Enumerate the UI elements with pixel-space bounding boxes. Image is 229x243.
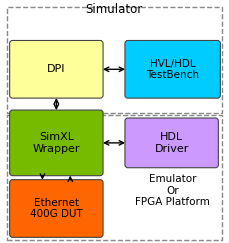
Text: Simulator: Simulator [85, 3, 143, 16]
Text: Emulator
Or
FPGA Platform: Emulator Or FPGA Platform [135, 174, 210, 207]
Text: Ethernet
400G DUT: Ethernet 400G DUT [30, 198, 83, 219]
Text: DPI: DPI [47, 64, 65, 74]
FancyBboxPatch shape [10, 110, 103, 176]
Text: HDL
Driver: HDL Driver [155, 132, 189, 154]
Text: HVL/HDL
TestBench: HVL/HDL TestBench [146, 59, 199, 80]
FancyBboxPatch shape [125, 118, 218, 168]
FancyBboxPatch shape [10, 180, 103, 237]
FancyBboxPatch shape [10, 41, 103, 98]
FancyBboxPatch shape [125, 41, 220, 98]
Text: SimXL
Wrapper: SimXL Wrapper [33, 132, 80, 154]
